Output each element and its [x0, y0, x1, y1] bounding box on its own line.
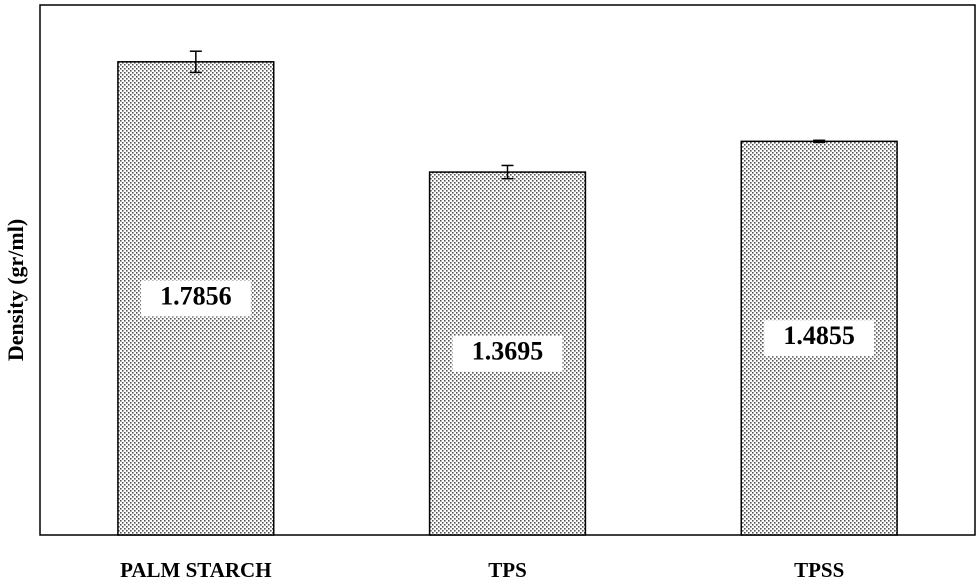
value-label: 1.4855 — [783, 321, 855, 350]
error-bar — [501, 164, 514, 180]
x-tick-label: TPS — [488, 558, 527, 582]
value-label-bg — [452, 335, 563, 372]
value-label: 1.7856 — [160, 281, 232, 310]
y-axis-label: Density (gr/ml) — [3, 219, 28, 361]
error-bar — [189, 50, 202, 74]
value-label-bg — [140, 280, 251, 317]
value-label: 1.3695 — [472, 337, 544, 366]
x-tick-label: PALM STARCH — [120, 558, 271, 582]
x-tick-label: TPSS — [794, 558, 844, 582]
value-label-bg — [764, 320, 875, 357]
error-bar — [813, 139, 826, 144]
